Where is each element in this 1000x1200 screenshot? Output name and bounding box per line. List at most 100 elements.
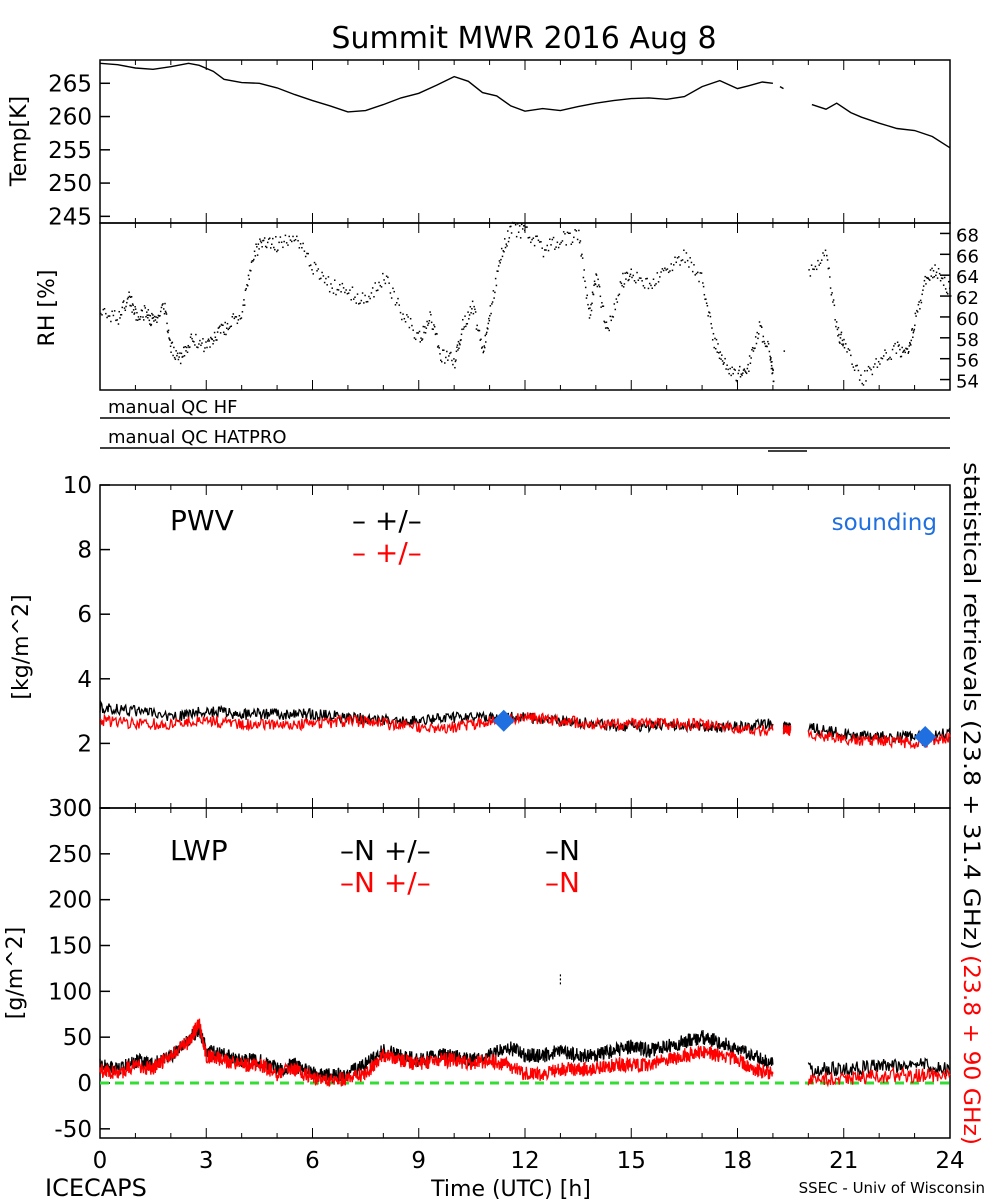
rh-point xyxy=(714,347,717,350)
rh-point xyxy=(178,356,180,358)
rh-point xyxy=(129,296,132,298)
rh-point xyxy=(390,297,393,299)
rh-point xyxy=(123,300,125,302)
rh-point xyxy=(427,324,429,326)
rh-point xyxy=(186,351,189,354)
rh-point xyxy=(764,342,766,345)
rh-point xyxy=(309,264,312,266)
figure-title: Summit MWR 2016 Aug 8 xyxy=(331,21,716,56)
rh-point xyxy=(525,226,527,228)
x-tick-label: 3 xyxy=(199,1148,214,1174)
rh-point xyxy=(474,311,477,313)
rh-point xyxy=(850,354,852,357)
rh-point xyxy=(460,333,463,336)
rh-point xyxy=(862,384,865,386)
rh-point xyxy=(672,264,675,266)
rh-point xyxy=(833,304,836,307)
rh-point xyxy=(230,325,233,327)
rh-point xyxy=(839,342,841,344)
rh-point xyxy=(299,243,302,245)
rh-point xyxy=(352,298,355,300)
rh-point xyxy=(614,308,617,311)
rh-point xyxy=(455,350,458,353)
rh-point xyxy=(483,350,485,353)
rh-point xyxy=(181,356,183,358)
rh-point xyxy=(706,305,709,307)
rh-point xyxy=(866,369,869,372)
rh-point xyxy=(135,319,137,321)
rh-point xyxy=(288,235,290,238)
rh-point xyxy=(355,302,358,304)
rh-point xyxy=(162,308,165,310)
rh-point xyxy=(150,324,152,327)
rh-point xyxy=(851,363,853,365)
rh-point xyxy=(201,342,203,344)
rh-point xyxy=(664,267,666,269)
rh-point xyxy=(899,348,901,351)
rh-point xyxy=(225,333,227,336)
rh-point xyxy=(860,374,862,377)
rh-point xyxy=(222,324,224,326)
rh-point xyxy=(429,311,431,313)
rh-point xyxy=(586,294,588,297)
rh-point xyxy=(153,320,155,322)
rh-point xyxy=(188,346,190,349)
rh-point xyxy=(648,282,651,285)
rh-point xyxy=(202,338,204,340)
rh-point xyxy=(507,240,510,243)
rh-point xyxy=(424,332,427,334)
rh-point xyxy=(253,258,255,261)
rh-point xyxy=(422,325,425,328)
rh-point xyxy=(356,293,359,295)
rh-point xyxy=(550,244,552,246)
rh-point xyxy=(213,340,215,342)
rh-point xyxy=(840,331,843,334)
rh-point xyxy=(655,283,657,285)
rh-point xyxy=(119,317,121,319)
rh-point xyxy=(325,277,327,280)
rh-point xyxy=(875,358,877,360)
rh-point xyxy=(829,287,832,289)
rh-point xyxy=(620,282,623,285)
rh-point xyxy=(322,275,325,277)
rh-point xyxy=(195,333,197,336)
rh-point xyxy=(950,295,952,297)
rh-point xyxy=(308,265,311,267)
rh-point xyxy=(457,340,460,343)
rh-point xyxy=(379,284,382,287)
rh-point xyxy=(334,279,336,281)
rh-point xyxy=(557,246,560,249)
lwp-axis-label: [g/m^2] xyxy=(3,927,28,1019)
rh-point xyxy=(757,333,760,335)
rh-point xyxy=(749,362,752,364)
rh-point xyxy=(555,246,557,248)
footer-left: ICECAPS xyxy=(45,1174,147,1200)
rh-point xyxy=(823,254,826,257)
rh-point xyxy=(321,271,323,274)
rh-point xyxy=(283,240,285,243)
rh-point xyxy=(752,350,755,352)
lwp-legend-red-2: –N xyxy=(545,866,580,899)
rh-point xyxy=(926,277,929,280)
rh-point xyxy=(119,314,122,316)
rh-point xyxy=(930,275,933,277)
rh-point xyxy=(368,295,370,298)
rh-point xyxy=(670,263,672,265)
rh-point xyxy=(940,277,943,279)
rh-point xyxy=(403,317,406,320)
rh-point xyxy=(184,346,186,348)
rh-point xyxy=(423,331,425,334)
rh-point xyxy=(363,302,365,304)
rh-point xyxy=(311,269,313,271)
rh-point xyxy=(699,272,702,274)
rh-point xyxy=(723,362,725,364)
rh-point xyxy=(750,357,752,359)
rh-point xyxy=(416,332,418,334)
lwp-legend-black-1: –N +/– xyxy=(340,834,431,867)
rh-point xyxy=(369,297,371,300)
rh-point xyxy=(831,292,833,294)
rh-point xyxy=(509,225,511,228)
y-tick-label: -50 xyxy=(54,1117,92,1143)
rh-point xyxy=(624,272,626,274)
rh-point xyxy=(172,354,174,357)
